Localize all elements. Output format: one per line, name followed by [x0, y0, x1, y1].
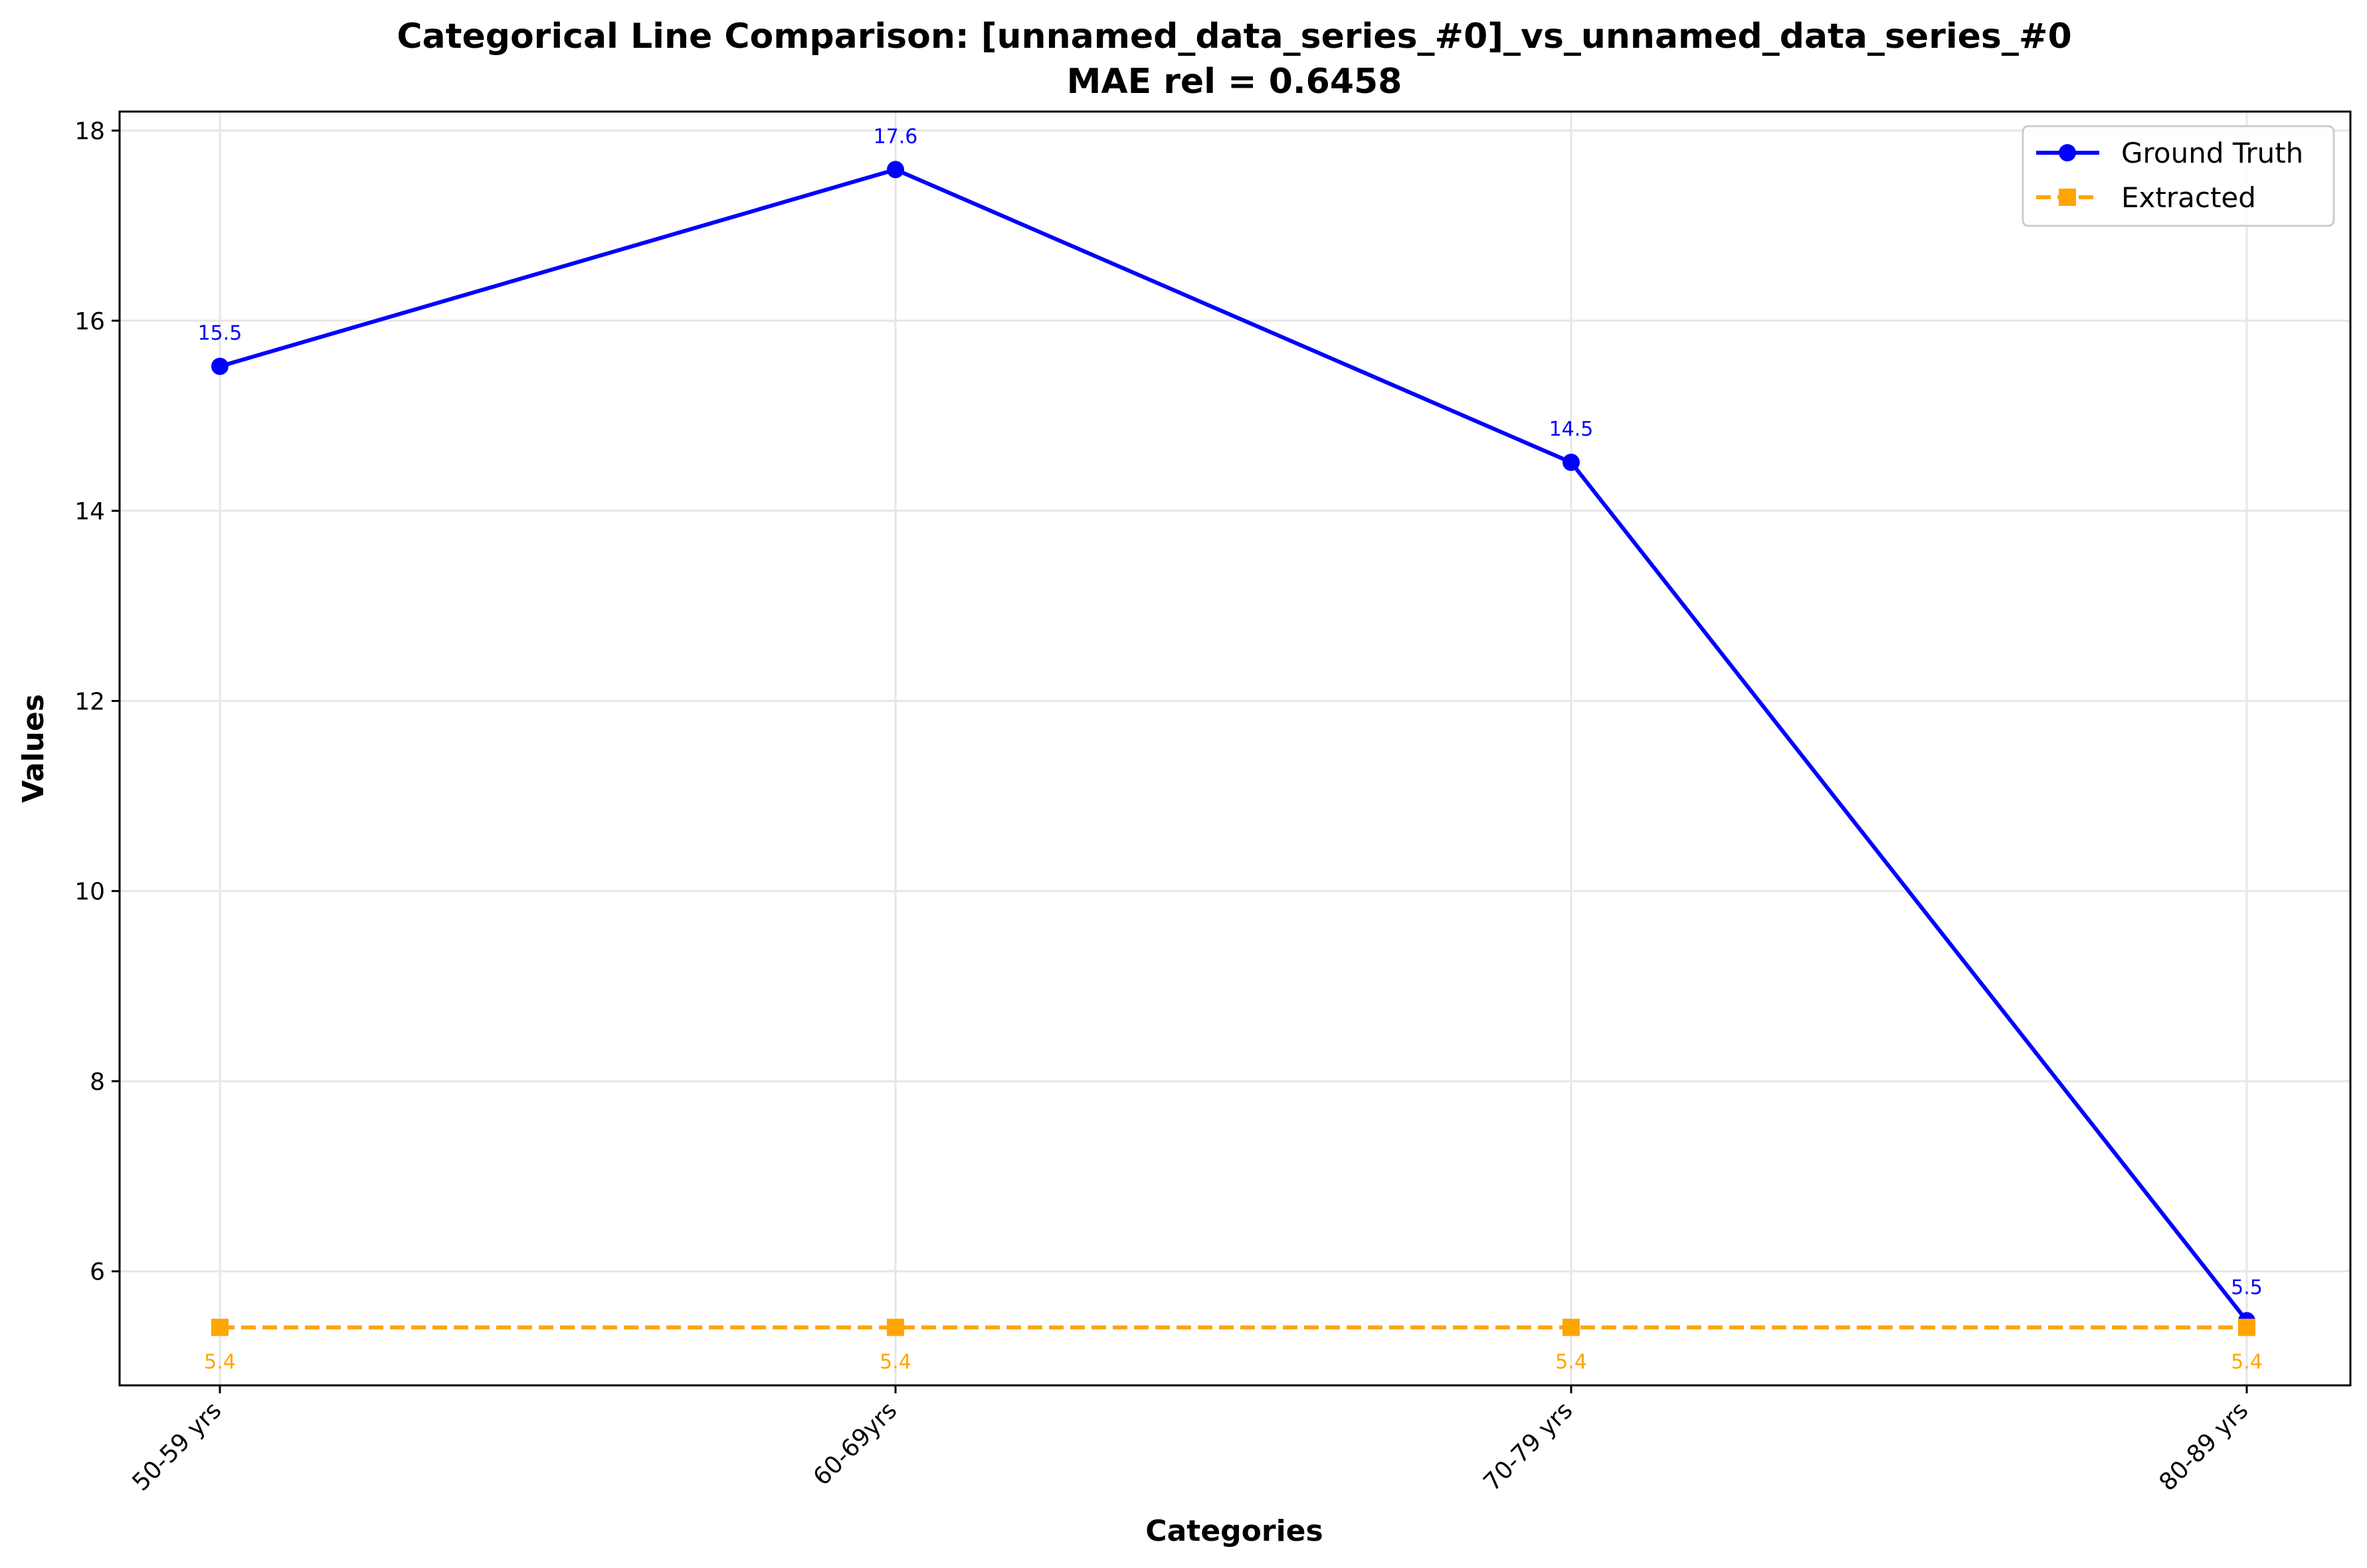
- y-tick-label: 10: [74, 879, 105, 906]
- series-layer: 15.5 17.6 14.5 5.5 5.4 5.4 5.4 5.4: [198, 125, 2263, 1373]
- data-point: [887, 1318, 904, 1336]
- y-tick-label: 8: [90, 1069, 105, 1096]
- data-point: [211, 1318, 229, 1336]
- data-label: 15.5: [198, 322, 242, 345]
- x-tick-label: 50-59 yrs: [128, 1397, 227, 1496]
- legend: Ground Truth Extracted: [2022, 125, 2335, 227]
- data-label: 5.4: [204, 1351, 236, 1374]
- data-point: [2238, 1318, 2255, 1336]
- legend-entry-ground-truth: Ground Truth: [2036, 137, 2303, 169]
- x-tick-label: 70-79 yrs: [1479, 1397, 1578, 1496]
- legend-swatch-marker: [2059, 189, 2076, 206]
- chart-subtitle: MAE rel = 0.6458: [1067, 62, 1402, 102]
- y-axis-label: Values: [17, 694, 50, 803]
- chart-title: Categorical Line Comparison: [unnamed_da…: [397, 17, 2071, 56]
- data-point: [1562, 454, 1580, 472]
- data-label: 5.4: [880, 1351, 911, 1374]
- data-point: [211, 357, 229, 375]
- x-tick-label: 60-69yrs: [808, 1397, 903, 1491]
- grid-lines: [120, 112, 2350, 1385]
- plot-background: [120, 112, 2350, 1385]
- y-tick-label: 16: [74, 308, 105, 335]
- plot-frame: [118, 110, 2352, 1387]
- x-tick-label: 80-89 yrs: [2154, 1397, 2254, 1496]
- data-label: 17.6: [874, 125, 918, 148]
- series-line-ground-truth: [219, 167, 2249, 1322]
- legend-box: [2022, 125, 2335, 227]
- data-label: 14.5: [1549, 418, 1594, 441]
- y-tick-label: 6: [90, 1259, 105, 1286]
- y-tick-label: 12: [74, 688, 105, 715]
- legend-label: Ground Truth: [2121, 137, 2303, 169]
- data-label: 5.4: [1555, 1351, 1587, 1374]
- y-tick-label: 14: [74, 498, 105, 525]
- data-point: [887, 161, 904, 179]
- legend-label: Extracted: [2121, 181, 2256, 214]
- x-axis-label: Categories: [1145, 1514, 1323, 1548]
- data-label: 5.5: [2231, 1276, 2263, 1300]
- y-tick-label: 18: [74, 118, 105, 145]
- data-label: 5.4: [2231, 1351, 2263, 1374]
- legend-entry-extracted: Extracted: [2036, 181, 2256, 214]
- legend-swatch-marker: [2059, 144, 2076, 161]
- data-point: [1562, 1318, 1580, 1336]
